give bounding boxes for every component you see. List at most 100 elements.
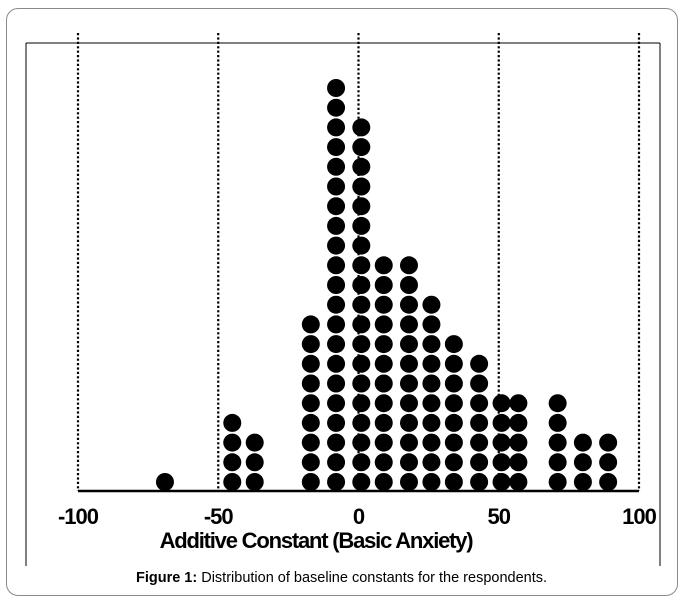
data-dot xyxy=(327,118,346,137)
data-dot xyxy=(223,473,242,491)
x-tick-label: 50 xyxy=(488,504,511,529)
data-dot xyxy=(352,256,371,275)
data-dot xyxy=(470,374,489,393)
data-dot xyxy=(599,473,618,491)
data-dot xyxy=(444,453,463,472)
data-dot xyxy=(470,354,489,373)
data-dots xyxy=(155,79,618,491)
x-tick-label: -100 xyxy=(58,504,99,529)
x-tick-label: -50 xyxy=(204,504,234,529)
data-dot xyxy=(599,433,618,452)
data-dot xyxy=(327,157,346,176)
data-dot xyxy=(223,433,242,452)
data-dot xyxy=(301,473,320,491)
caption-text: Distribution of baseline constants for t… xyxy=(201,570,548,586)
data-dot xyxy=(352,354,371,373)
data-dot xyxy=(548,413,567,432)
data-dot xyxy=(327,236,346,255)
data-dot xyxy=(492,433,511,452)
data-dot xyxy=(352,138,371,157)
data-dot xyxy=(422,433,441,452)
data-dot xyxy=(301,394,320,413)
data-dot xyxy=(492,413,511,432)
data-dot xyxy=(301,354,320,373)
data-dot xyxy=(301,315,320,334)
data-dot xyxy=(352,335,371,354)
data-dot xyxy=(573,453,592,472)
data-dot xyxy=(352,374,371,393)
data-dot xyxy=(399,354,418,373)
data-dot xyxy=(327,433,346,452)
data-dot xyxy=(399,394,418,413)
data-dot xyxy=(422,354,441,373)
data-dot xyxy=(352,118,371,137)
data-dot xyxy=(223,413,242,432)
data-dot xyxy=(399,413,418,432)
data-dot xyxy=(327,335,346,354)
data-dot xyxy=(327,197,346,216)
data-dot xyxy=(444,374,463,393)
data-dot xyxy=(352,394,371,413)
data-dot xyxy=(327,256,346,275)
data-dot xyxy=(509,453,528,472)
data-dot xyxy=(399,335,418,354)
data-dot xyxy=(444,433,463,452)
data-dot xyxy=(327,138,346,157)
data-dot xyxy=(399,315,418,334)
data-dot xyxy=(352,236,371,255)
data-dot xyxy=(470,413,489,432)
data-dot xyxy=(374,354,393,373)
data-dot xyxy=(301,433,320,452)
data-dot xyxy=(374,295,393,314)
data-dot xyxy=(223,453,242,472)
data-dot xyxy=(352,453,371,472)
data-dot xyxy=(327,374,346,393)
data-dot xyxy=(374,433,393,452)
data-dot xyxy=(374,473,393,491)
data-dot xyxy=(327,295,346,314)
data-dot xyxy=(327,394,346,413)
data-dot xyxy=(422,295,441,314)
data-dot xyxy=(599,453,618,472)
data-dot xyxy=(352,295,371,314)
data-dot xyxy=(327,354,346,373)
data-dot xyxy=(548,453,567,472)
data-dot xyxy=(470,473,489,491)
data-dot xyxy=(352,413,371,432)
data-dot xyxy=(444,413,463,432)
figure-frame xyxy=(6,8,678,596)
data-dot xyxy=(155,473,174,491)
data-dot xyxy=(374,276,393,294)
data-dot xyxy=(548,433,567,452)
caption-label: Figure 1: xyxy=(135,570,198,586)
data-dot xyxy=(374,394,393,413)
dot-plot-chart: -100 -50 0 50 100 Additive Constant (Basic A… xyxy=(25,33,661,566)
tick-labels: -100 -50 0 50 100 xyxy=(58,504,658,529)
data-dot xyxy=(327,413,346,432)
data-dot xyxy=(399,453,418,472)
data-dot xyxy=(327,315,346,334)
figure-caption: Figure 1: Distribution of baseline const… xyxy=(0,570,683,586)
data-dot xyxy=(327,79,346,97)
data-dot xyxy=(327,98,346,117)
data-dot xyxy=(422,394,441,413)
data-dot xyxy=(509,413,528,432)
data-dot xyxy=(492,453,511,472)
data-dot xyxy=(492,473,511,491)
data-dot xyxy=(352,315,371,334)
data-dot xyxy=(509,473,528,491)
data-dot xyxy=(399,433,418,452)
x-tick-label: 100 xyxy=(622,504,656,529)
data-dot xyxy=(352,216,371,235)
data-dot xyxy=(245,473,264,491)
data-dot xyxy=(374,374,393,393)
data-dot xyxy=(444,473,463,491)
data-dot xyxy=(327,473,346,491)
data-dot xyxy=(352,473,371,491)
data-dot xyxy=(422,413,441,432)
data-dot xyxy=(374,256,393,275)
data-dot xyxy=(470,453,489,472)
data-dot xyxy=(399,473,418,491)
data-dot xyxy=(399,256,418,275)
data-dot xyxy=(245,453,264,472)
